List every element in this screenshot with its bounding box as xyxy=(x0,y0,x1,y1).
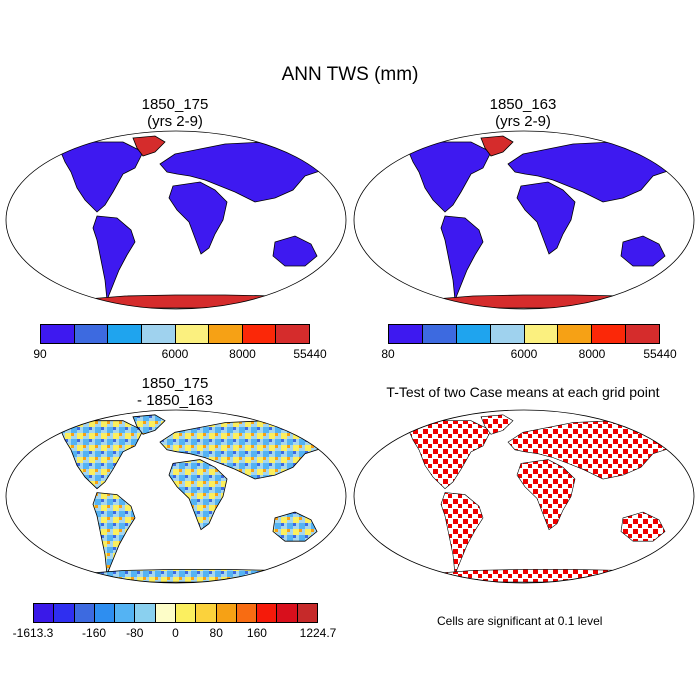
panel-2-title: 1850_163 (yrs 2-9) xyxy=(353,96,693,130)
cb3-swatch-0 xyxy=(34,604,55,622)
cb1-swatch-2 xyxy=(108,325,142,343)
cb3-swatch-4 xyxy=(115,604,136,622)
land-greenland xyxy=(480,414,514,435)
land-antarctica xyxy=(73,294,324,309)
cb3-swatch-5 xyxy=(135,604,156,622)
panel-3-title-line2: - 1850_163 xyxy=(137,392,213,409)
panel-2-title-line1: 1850_163 xyxy=(489,96,557,113)
cb3-swatch-12 xyxy=(277,604,298,622)
cb2-swatch-1 xyxy=(422,325,457,343)
cb1-label-1: 6000 xyxy=(161,347,189,361)
cb3-swatch-10 xyxy=(236,604,258,622)
panel-3-title: 1850_175 - 1850_163 xyxy=(5,375,345,409)
land-antarctica xyxy=(421,294,672,309)
land-australia xyxy=(272,511,318,542)
cb1-swatch-3 xyxy=(141,325,176,343)
panel-1-title: 1850_175 (yrs 2-9) xyxy=(5,96,345,130)
colorbar-panel-1 xyxy=(40,324,310,344)
cb1-swatch-7 xyxy=(276,325,309,343)
land-northAmerica xyxy=(407,420,492,490)
map-panel-4 xyxy=(353,409,695,584)
cb3-label-1: -160 xyxy=(82,626,107,640)
cb2-label-2: 8000 xyxy=(578,347,606,361)
cb2-label-3: 55440 xyxy=(643,347,677,361)
land-antarctica xyxy=(422,569,672,583)
panel-1-title-line1: 1850_175 xyxy=(141,96,209,113)
cb3-label-4: 80 xyxy=(209,626,223,640)
land-northAmerica xyxy=(59,420,144,490)
land-southAmerica xyxy=(92,492,136,575)
cb3-swatch-6 xyxy=(155,604,176,622)
map-border xyxy=(353,130,695,310)
land-southAmerica xyxy=(92,215,136,301)
land-greenland xyxy=(480,135,514,157)
panel-2-title-line2: (yrs 2-9) xyxy=(495,113,551,130)
land-africa xyxy=(168,459,228,531)
map-panel-2 xyxy=(353,130,695,310)
cb1-label-2: 8000 xyxy=(229,347,256,361)
colorbar-panel-2 xyxy=(388,324,660,344)
cb3-swatch-8 xyxy=(196,604,217,622)
land-africa xyxy=(516,181,576,255)
land-eurasia xyxy=(159,420,326,480)
cb3-label-2: -80 xyxy=(126,626,144,640)
cb3-swatch-1 xyxy=(54,604,75,622)
cb1-label-3: 55440 xyxy=(293,347,327,361)
land-africa xyxy=(168,181,228,255)
land-eurasia xyxy=(507,420,674,480)
land-southAmerica xyxy=(440,492,484,575)
map-border xyxy=(353,409,695,584)
cb3-label-5: 160 xyxy=(246,626,267,640)
cb3-label-3: 0 xyxy=(172,626,179,640)
map-panel-1 xyxy=(5,130,347,310)
cb2-swatch-2 xyxy=(456,325,491,343)
land-greenland xyxy=(132,135,166,157)
cb3-swatch-2 xyxy=(74,604,95,622)
cb2-label-1: 6000 xyxy=(510,347,538,361)
cb2-swatch-7 xyxy=(626,325,659,343)
land-greenland xyxy=(132,414,166,435)
cb3-swatch-7 xyxy=(175,604,197,622)
cb2-swatch-5 xyxy=(558,325,593,343)
land-northAmerica xyxy=(59,141,144,213)
land-africa xyxy=(516,459,576,531)
cb1-swatch-5 xyxy=(209,325,243,343)
cb3-label-0: -1613.3 xyxy=(12,626,54,640)
panel-4-title: T-Test of two Case means at each grid po… xyxy=(386,384,660,400)
cb3-swatch-11 xyxy=(257,604,278,622)
cb1-swatch-6 xyxy=(242,325,277,343)
cb1-swatch-4 xyxy=(175,325,210,343)
map-border xyxy=(5,130,347,310)
land-eurasia xyxy=(507,141,674,203)
cb1-swatch-1 xyxy=(74,325,109,343)
land-australia xyxy=(620,235,666,267)
cb2-swatch-3 xyxy=(490,325,525,343)
cb3-label-6: 1224.7 xyxy=(299,626,337,640)
land-northAmerica xyxy=(407,141,492,213)
cb1-label-0: 90 xyxy=(33,347,47,361)
panel-1-title-line2: (yrs 2-9) xyxy=(147,113,203,130)
cb3-swatch-3 xyxy=(94,604,116,622)
land-eurasia xyxy=(159,141,326,203)
land-antarctica xyxy=(73,569,324,583)
cb3-swatch-9 xyxy=(216,604,237,622)
colorbar-panel-3 xyxy=(33,603,318,623)
land-southAmerica xyxy=(440,215,484,301)
map-border xyxy=(5,409,347,584)
cb3-swatch-13 xyxy=(297,604,317,622)
panel-3-title-line1: 1850_175 xyxy=(141,375,209,392)
cb1-swatch-0 xyxy=(41,325,75,343)
figure-title: ANN TWS (mm) xyxy=(281,64,419,85)
cb2-swatch-0 xyxy=(389,325,423,343)
cb2-swatch-6 xyxy=(592,325,627,343)
map-panel-3 xyxy=(5,409,347,584)
land-australia xyxy=(272,235,318,267)
land-australia xyxy=(620,511,666,542)
cb2-swatch-4 xyxy=(524,325,559,343)
significance-note: Cells are significant at 0.1 level xyxy=(437,614,603,628)
cb2-label-0: 80 xyxy=(381,347,395,361)
